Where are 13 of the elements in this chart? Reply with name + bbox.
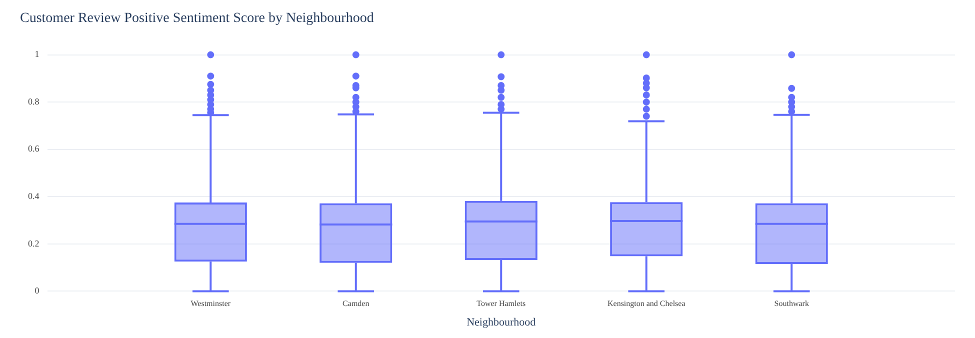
y-tick-label: 0.2 — [28, 238, 40, 248]
x-axis-title: Neighbourhood — [466, 316, 536, 328]
x-tick-label: Southwark — [774, 299, 809, 308]
y-tick-label: 0 — [34, 286, 40, 296]
x-tick-label: Camden — [342, 299, 370, 308]
x-tick-label: Westminster — [190, 299, 231, 308]
x-tick-label: Kensington and Chelsea — [607, 299, 686, 308]
chart-title: Customer Review Positive Sentiment Score by Neighbourhood — [20, 11, 374, 26]
y-tick-label: 0.4 — [28, 191, 40, 201]
y-tick-label: 0.6 — [28, 144, 40, 154]
x-tick-label: Tower Hamlets — [476, 299, 526, 308]
y-tick-label: 0.8 — [28, 96, 40, 106]
y-tick-label: 1 — [34, 49, 40, 60]
